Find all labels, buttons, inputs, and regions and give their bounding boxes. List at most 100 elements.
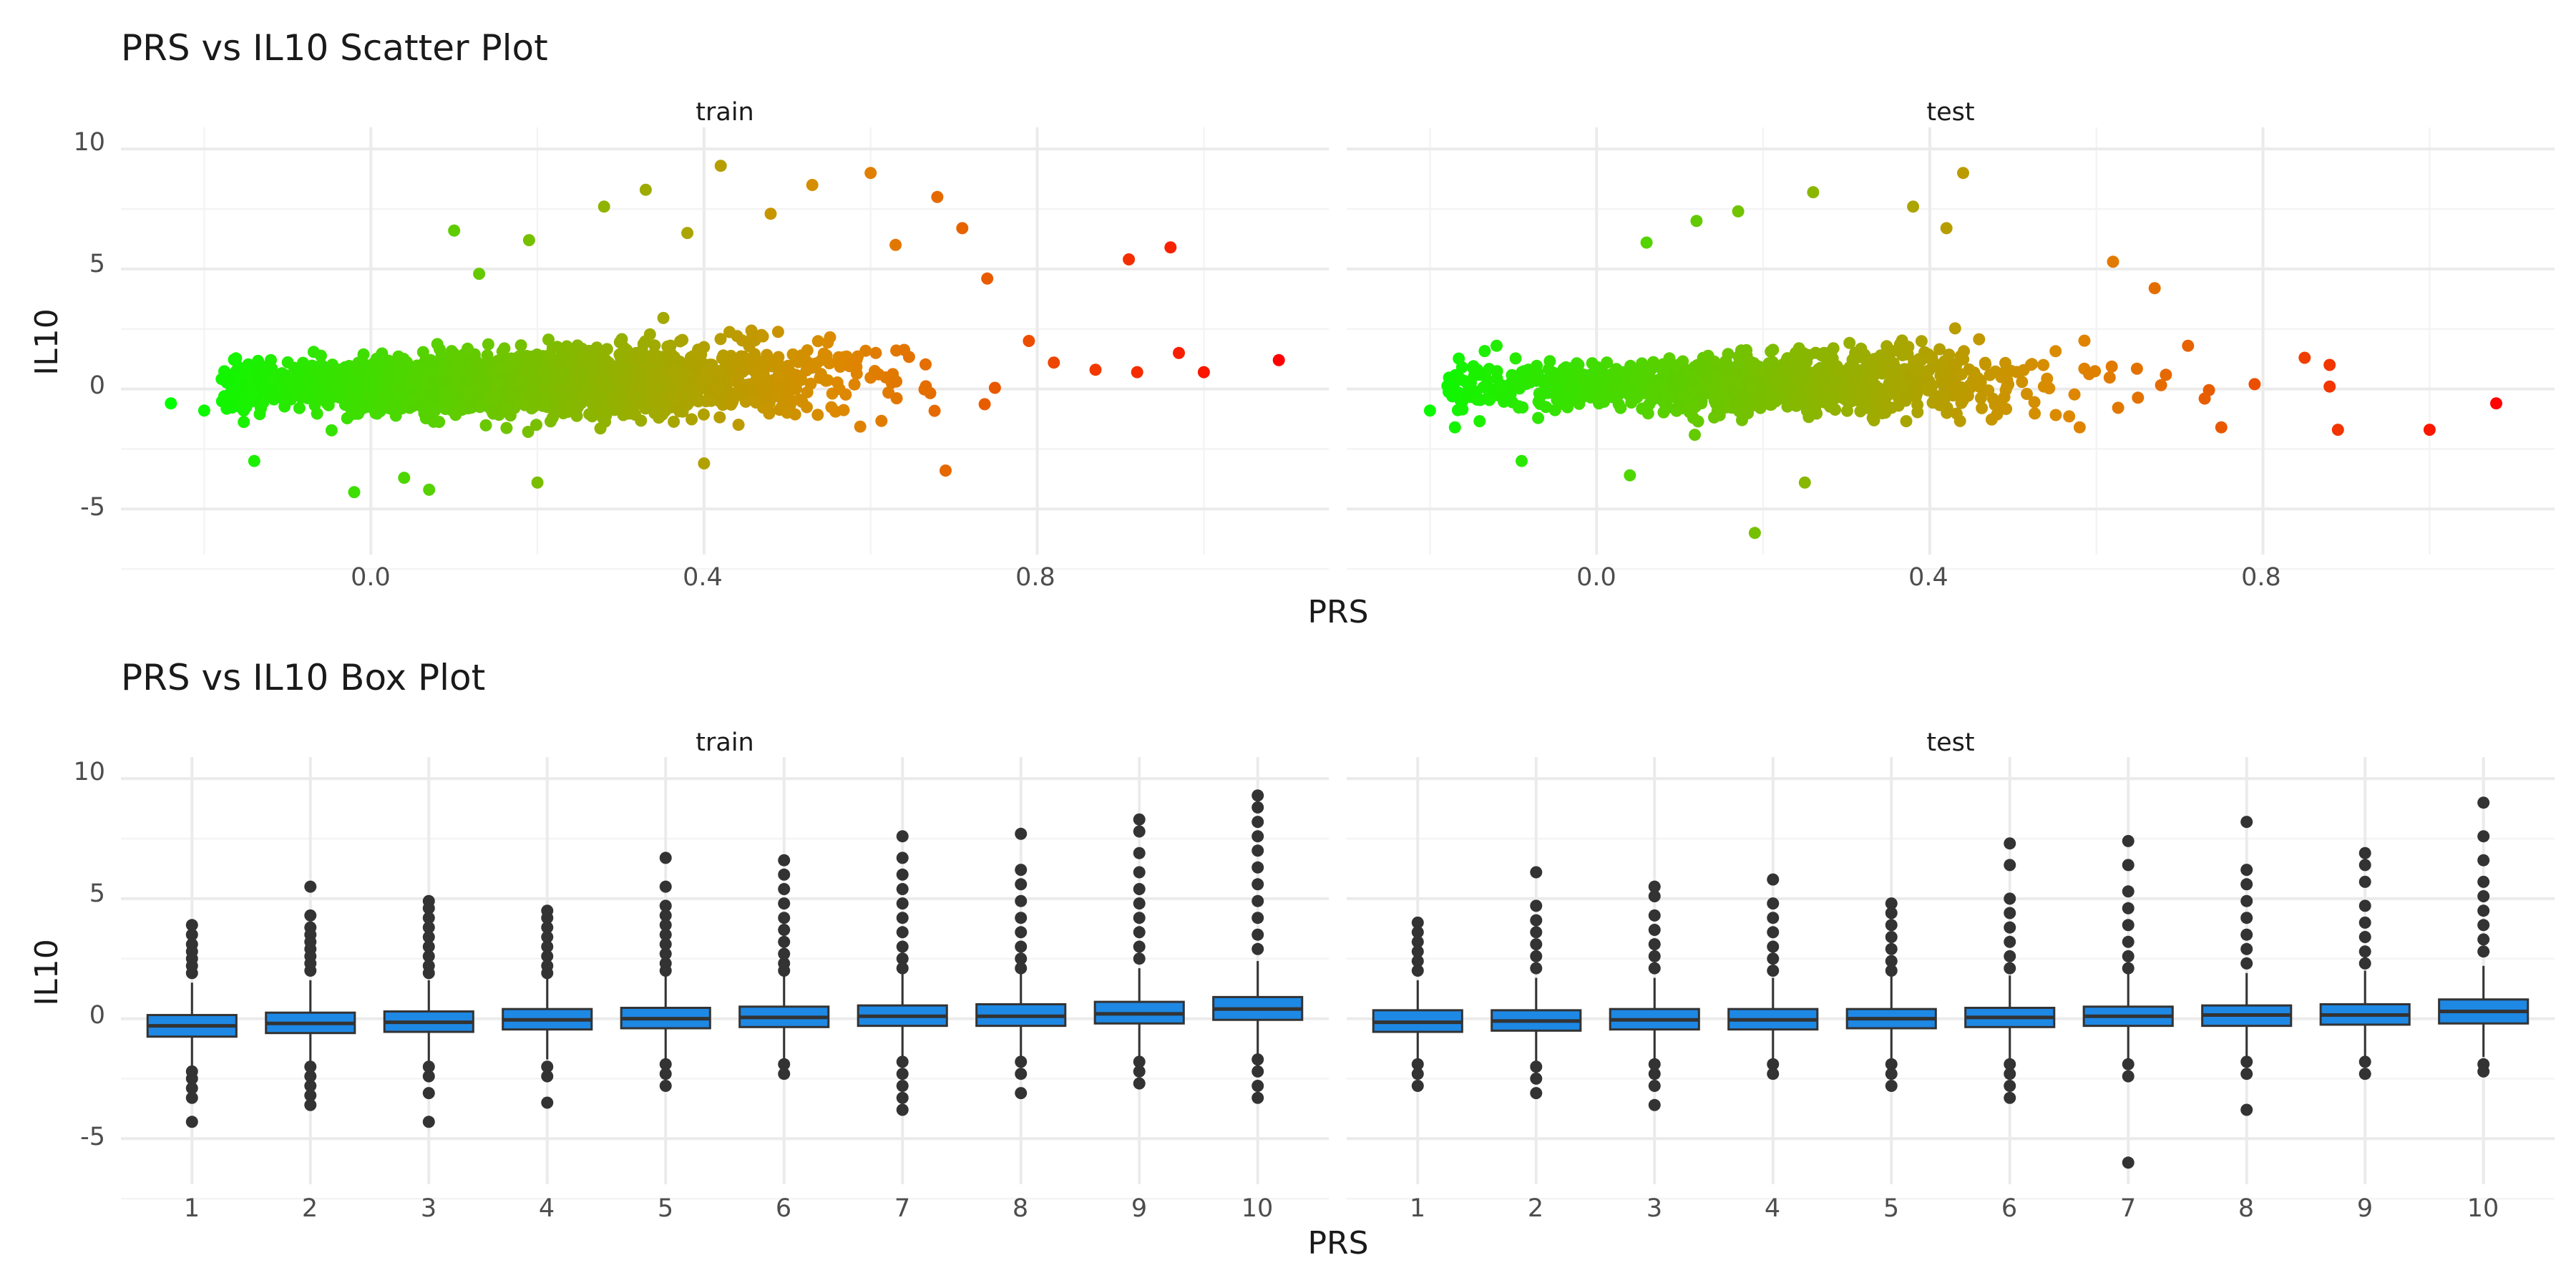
box-outlier (2004, 1091, 2016, 1104)
box-outlier (2240, 816, 2253, 829)
scatter-point (609, 390, 622, 403)
scatter-point (1973, 333, 1986, 346)
box-outlier (1252, 912, 1264, 924)
box-outlier (1411, 926, 1424, 939)
scatter-point (801, 401, 813, 414)
box-10 (2438, 796, 2529, 1078)
scatter-point (650, 373, 663, 385)
scatter-point (599, 415, 612, 428)
scatter-point (381, 387, 394, 400)
scatter-point (648, 339, 661, 352)
scatter-point (597, 378, 610, 391)
scatter-point (341, 368, 354, 381)
box-outlier (1133, 926, 1146, 939)
box-outlier (185, 1082, 198, 1095)
box-x-tick-label: 3 (1646, 1194, 1662, 1223)
scatter-point (1948, 322, 1961, 335)
scatter-point (872, 368, 885, 381)
scatter-point (673, 405, 686, 418)
box-outlier (541, 967, 554, 980)
box-outlier (778, 924, 791, 936)
scatter-point (1745, 358, 1757, 371)
scatter-point (1776, 386, 1789, 399)
scatter-point (369, 368, 382, 381)
box-outlier (541, 921, 554, 934)
box-outlier (896, 962, 909, 975)
box-outlier (1767, 952, 1780, 965)
scatter-point (1530, 374, 1543, 387)
scatter-point (463, 401, 476, 414)
scatter-point (750, 396, 762, 409)
scatter-point (698, 408, 710, 421)
scatter-point (293, 401, 306, 414)
scatter-point (2103, 371, 2116, 384)
box-7 (2082, 834, 2174, 1169)
scatter-point (801, 344, 814, 357)
box-outlier (185, 1091, 198, 1104)
scatter-point (1607, 373, 1620, 386)
box-outlier (304, 1070, 317, 1083)
scatter-point (650, 381, 663, 394)
box-outlier (304, 1089, 317, 1102)
scatter-point (742, 383, 755, 396)
scatter-point (919, 358, 932, 371)
scatter-point (440, 399, 453, 411)
scatter-point (890, 375, 903, 388)
scatter-point (255, 367, 268, 380)
scatter-point (1131, 366, 1143, 379)
scatter-point (1089, 364, 1102, 376)
box-outlier (778, 868, 791, 881)
scatter-point (2043, 382, 2056, 395)
box-outlier (2122, 935, 2135, 948)
scatter-point (2130, 362, 2143, 375)
scatter-point (898, 343, 911, 356)
scatter-point (494, 361, 507, 374)
scatter-point (265, 353, 277, 366)
scatter-point (1470, 394, 1483, 406)
box-outlier (1767, 873, 1780, 886)
scatter-point (1873, 389, 1885, 402)
scatter-point (1947, 358, 1959, 371)
scatter-point (633, 379, 646, 391)
scatter-point (363, 389, 376, 401)
box-outlier (1133, 952, 1146, 965)
scatter-point (315, 349, 327, 362)
scatter-point (522, 367, 535, 380)
scatter-point (2029, 407, 2041, 420)
scatter-point (397, 353, 410, 366)
scatter-point (714, 333, 727, 346)
scatter-point (631, 367, 644, 380)
box-outlier (1885, 931, 1898, 943)
scatter-point (1687, 401, 1700, 414)
scatter-point (343, 401, 356, 414)
scatter-point (513, 375, 526, 388)
box-outlier (422, 931, 435, 943)
scatter-point (651, 351, 664, 364)
box-outlier (659, 909, 672, 922)
box-outlier (2477, 854, 2490, 867)
box-outlier (1411, 1080, 1424, 1092)
scatter-point (2073, 421, 2086, 434)
scatter-point (348, 486, 361, 499)
scatter-point (449, 375, 462, 388)
box-outlier (2240, 1055, 2253, 1068)
scatter-point (1989, 365, 2002, 378)
scatter-point (1938, 364, 1951, 377)
scatter-point (726, 394, 739, 407)
box-outlier (1530, 962, 1543, 975)
scatter-point (571, 361, 584, 374)
box-outlier (2477, 1065, 2490, 1078)
scatter-x-tick-label: 0.8 (1015, 563, 1055, 592)
scatter-point (228, 353, 240, 366)
scatter-point (248, 454, 260, 467)
scatter-point (531, 476, 544, 489)
scatter-point (223, 399, 235, 411)
box-outlier (422, 950, 435, 962)
scatter-point (1708, 394, 1721, 407)
box-outlier (659, 880, 672, 893)
scatter-point (473, 268, 486, 280)
scatter-point (1915, 335, 1928, 348)
scatter-point (423, 483, 436, 496)
scatter-point (1483, 394, 1496, 406)
box-outlier (2004, 921, 2016, 934)
